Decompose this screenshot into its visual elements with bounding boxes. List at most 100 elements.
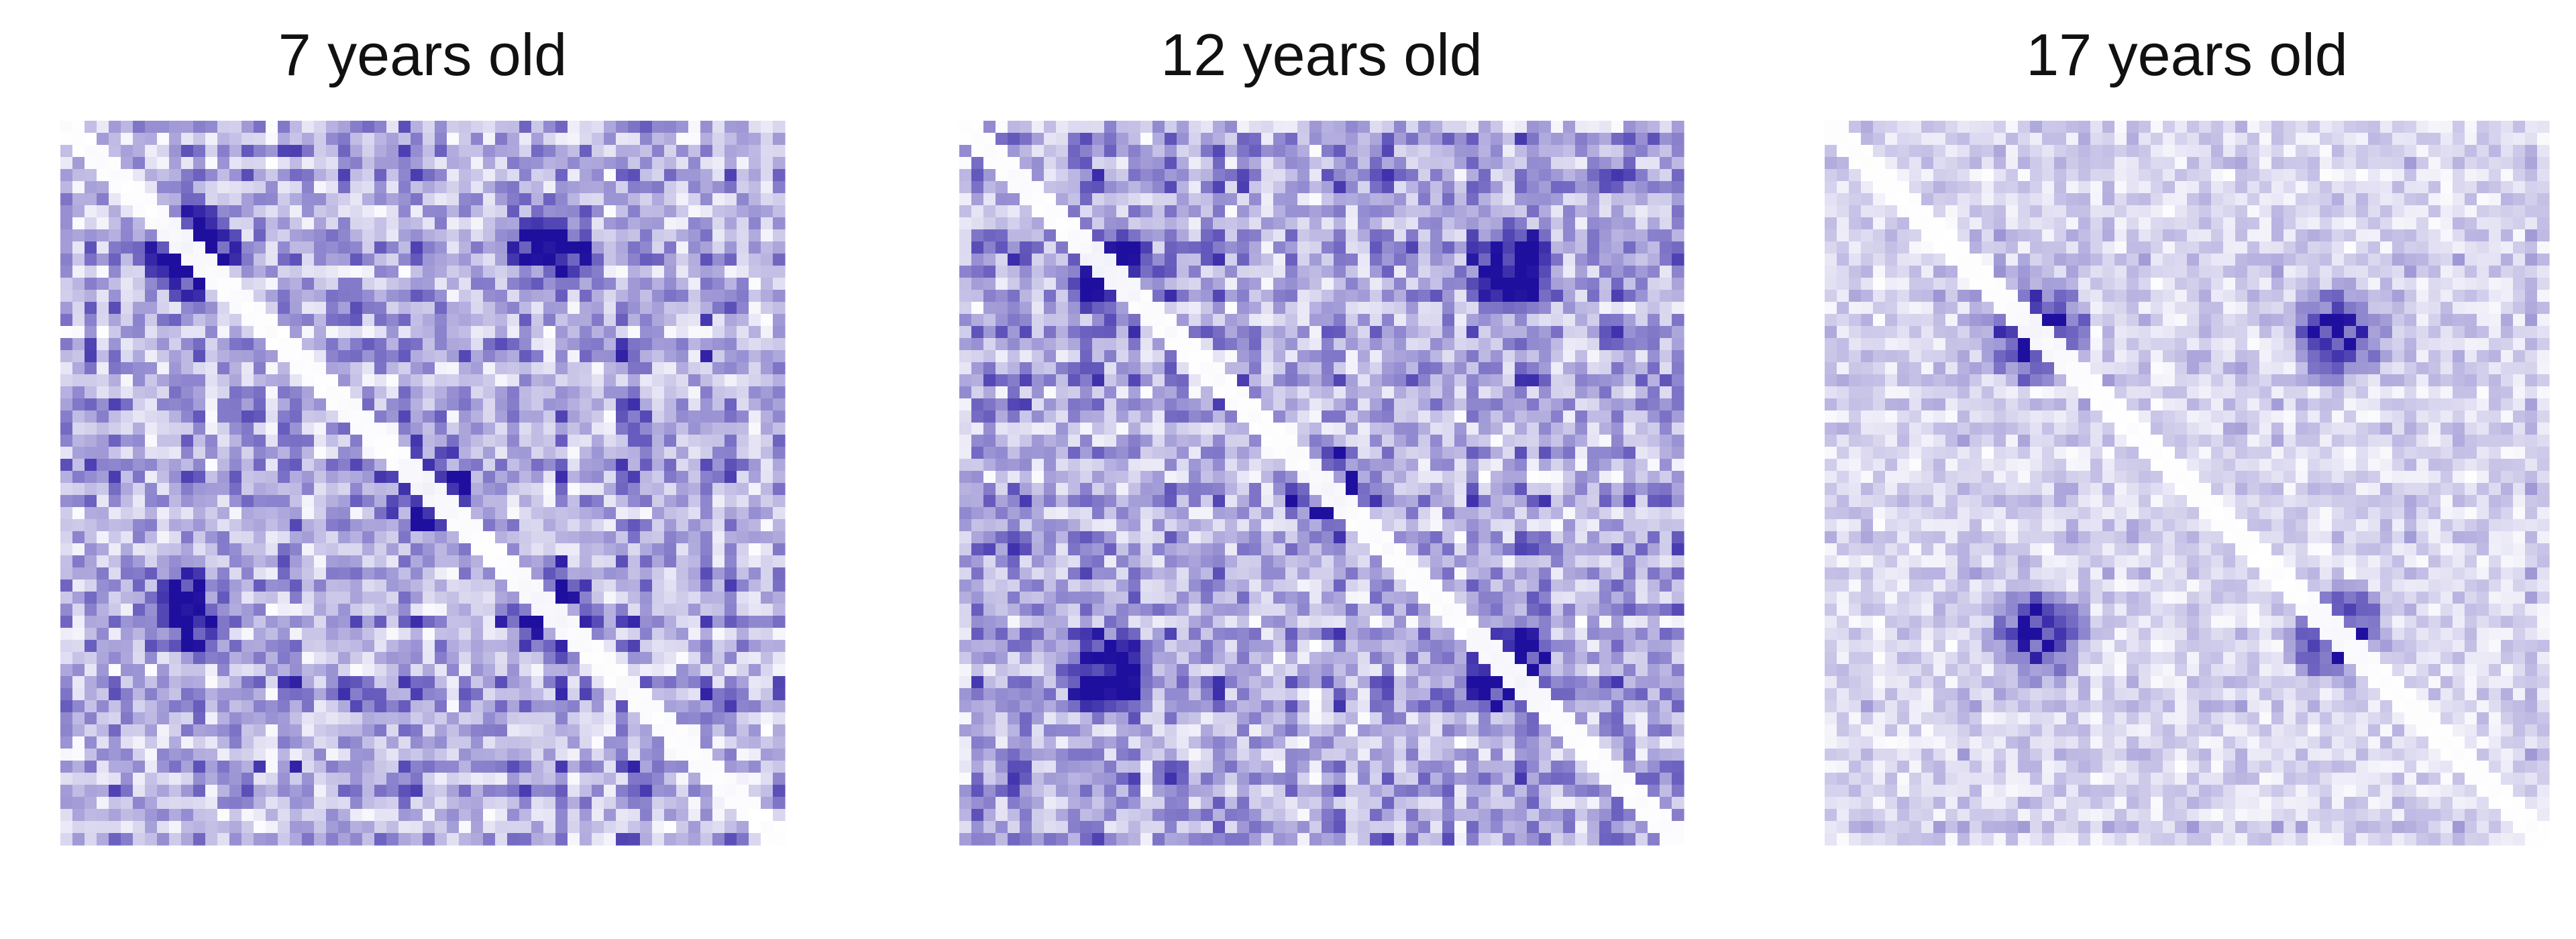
- heatmap-cell: [700, 278, 713, 290]
- heatmap-cell: [1177, 193, 1189, 206]
- heatmap-cell: [1334, 314, 1346, 327]
- heatmap-cell: [1466, 338, 1479, 351]
- heatmap-cell: [664, 302, 677, 315]
- heatmap-cell: [97, 398, 109, 411]
- heatmap-cell: [712, 278, 725, 290]
- heatmap-cell: [157, 157, 170, 170]
- heatmap-cell: [121, 169, 133, 182]
- heatmap-cell: [1479, 241, 1491, 254]
- heatmap-cell: [1092, 314, 1105, 327]
- heatmap-cell: [157, 302, 170, 315]
- heatmap-cell: [700, 471, 713, 484]
- heatmap-cell: [435, 278, 447, 290]
- heatmap-cell: [60, 169, 73, 182]
- heatmap-cell: [109, 676, 121, 689]
- heatmap-cell: [350, 628, 363, 641]
- heatmap-cell: [507, 519, 520, 532]
- heatmap-cell: [411, 833, 423, 846]
- heatmap-cell: [1249, 374, 1262, 387]
- heatmap-cell: [996, 217, 1008, 230]
- heatmap-cell: [350, 676, 363, 689]
- heatmap-cell: [1008, 398, 1020, 411]
- heatmap-cell: [350, 652, 363, 665]
- heatmap-cell: [1309, 338, 1322, 351]
- heatmap-cell: [1032, 290, 1044, 302]
- heatmap-cell: [688, 507, 701, 520]
- heatmap-cell: [1201, 241, 1214, 254]
- heatmap-cell: [749, 640, 761, 653]
- heatmap-cell: [229, 169, 242, 182]
- heatmap-cell: [302, 652, 315, 665]
- heatmap-cell: [1322, 229, 1334, 242]
- heatmap-cell: [1165, 314, 1177, 327]
- heatmap-cell: [314, 797, 327, 810]
- heatmap-cell: [773, 229, 786, 242]
- heatmap-cell: [278, 531, 290, 544]
- heatmap-cell: [676, 785, 689, 797]
- heatmap-cell: [773, 205, 786, 218]
- heatmap-cell: [1370, 386, 1383, 399]
- heatmap-cell: [761, 241, 773, 254]
- heatmap-cell: [1563, 193, 1576, 206]
- heatmap-cell: [761, 459, 773, 472]
- heatmap-cell: [983, 290, 996, 302]
- heatmap-cell: [640, 435, 653, 447]
- heatmap-cell: [592, 567, 604, 580]
- heatmap-cell: [386, 326, 399, 339]
- heatmap-cell: [1152, 386, 1165, 399]
- heatmap-cell: [1165, 241, 1177, 254]
- heatmap-cell: [72, 447, 85, 459]
- heatmap-cell: [1346, 278, 1358, 290]
- heatmap-cell: [241, 628, 254, 641]
- heatmap-cell: [1611, 254, 1624, 266]
- heatmap-cell: [1672, 374, 1684, 387]
- heatmap-cell: [362, 507, 375, 520]
- heatmap-cell: [1273, 386, 1286, 399]
- heatmap-cell: [1056, 133, 1069, 146]
- heatmap-cell: [724, 254, 737, 266]
- heatmap-cell: [1104, 326, 1117, 339]
- heatmap-cell: [1648, 121, 1660, 133]
- heatmap-cell: [72, 833, 85, 846]
- heatmap-cell: [1394, 133, 1407, 146]
- heatmap-cell: [700, 736, 713, 749]
- heatmap-cell: [157, 241, 170, 254]
- heatmap-cell: [374, 821, 387, 834]
- heatmap-cell: [1358, 241, 1371, 254]
- heatmap-cell: [1623, 290, 1636, 302]
- heatmap-cell: [1454, 290, 1467, 302]
- heatmap-cell: [435, 507, 447, 520]
- heatmap-cell: [604, 640, 616, 653]
- heatmap-cell: [1418, 386, 1431, 399]
- heatmap-cell: [1587, 121, 1600, 133]
- heatmap-cell: [1527, 350, 1540, 363]
- heatmap-cell: [688, 736, 701, 749]
- heatmap-cell: [423, 398, 435, 411]
- heatmap-cell: [495, 604, 508, 616]
- heatmap-cell: [761, 386, 773, 399]
- heatmap-cell: [1092, 217, 1105, 230]
- heatmap-cell: [531, 543, 544, 556]
- heatmap-cell: [773, 579, 786, 592]
- heatmap-cell: [531, 640, 544, 653]
- heatmap-cell: [507, 773, 520, 785]
- heatmap-cell: [471, 338, 484, 351]
- heatmap-cell: [971, 314, 984, 327]
- heatmap-cell: [1623, 241, 1636, 254]
- heatmap-cell: [664, 193, 677, 206]
- heatmap-cell: [97, 205, 109, 218]
- heatmap-cell: [1575, 145, 1588, 158]
- heatmap-cell: [471, 712, 484, 725]
- heatmap-cell: [145, 519, 158, 532]
- heatmap-cell: [1165, 145, 1177, 158]
- heatmap-cell: [604, 435, 616, 447]
- heatmap-cell: [157, 217, 170, 230]
- heatmap-cell: [278, 797, 290, 810]
- heatmap-cell: [459, 809, 472, 822]
- heatmap-cell: [1213, 350, 1226, 363]
- heatmap-cell: [374, 374, 387, 387]
- heatmap-cell: [205, 205, 218, 218]
- heatmap-cell: [398, 797, 411, 810]
- heatmap-cell: [1491, 169, 1503, 182]
- heatmap-cell: [1104, 169, 1117, 182]
